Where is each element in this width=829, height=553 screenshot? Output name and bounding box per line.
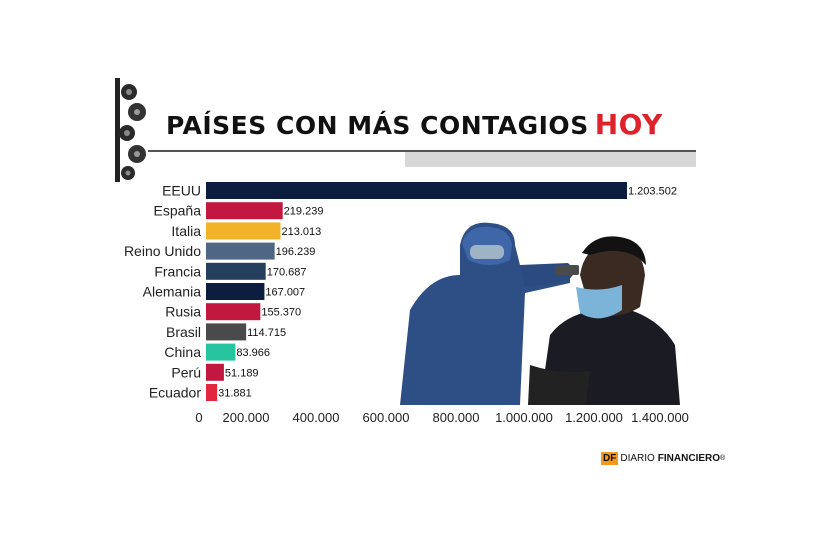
x-tick-label: 800.000 (433, 410, 480, 425)
bar-españa (206, 202, 283, 220)
x-tick-label: 1.200.000 (565, 410, 623, 425)
category-label: Reino Unido (124, 243, 201, 259)
category-label: España (154, 203, 202, 219)
value-label: 196.239 (276, 246, 316, 258)
value-label: 167.007 (265, 287, 305, 299)
logo-word-financiero: FINANCIERO (657, 453, 721, 464)
category-label: Francia (154, 263, 201, 279)
value-label: 31.881 (218, 388, 252, 400)
bar-alemania (206, 283, 265, 300)
x-tick-label: 400.000 (293, 410, 340, 425)
value-label: 83.966 (236, 347, 270, 359)
category-label: Italia (171, 223, 201, 239)
bar-china (206, 343, 236, 361)
title-underline-bar (405, 152, 696, 167)
diario-financiero-logo: DF DIARIO FINANCIERO ® (601, 452, 725, 465)
bar-ecuador (206, 384, 218, 401)
x-tick-label: 200.000 (223, 410, 270, 425)
category-label: Perú (171, 364, 201, 380)
category-label: Brasil (166, 324, 201, 340)
value-label: 213.013 (282, 226, 322, 238)
category-label: Ecuador (149, 385, 201, 401)
bar-rusia (206, 303, 261, 321)
x-tick-label: 0 (195, 410, 202, 425)
virus-decoration-icon (115, 78, 146, 182)
x-tick-label: 1.000.000 (495, 410, 553, 425)
category-label: China (164, 344, 201, 360)
value-label: 219.239 (284, 206, 324, 218)
bar-italia (206, 222, 281, 240)
logo-registered-mark: ® (720, 455, 726, 462)
category-label: EEUU (162, 183, 201, 199)
bar-reino-unido (206, 242, 275, 260)
chart-title-main: PAÍSES CON MÁS CONTAGIOS (166, 111, 589, 140)
bar-eeuu (206, 182, 627, 199)
chart-title-highlight: HOY (594, 108, 663, 141)
chart-title: PAÍSES CON MÁS CONTAGIOS HOY (166, 108, 663, 141)
logo-word-diario: DIARIO (620, 453, 655, 464)
category-label: Alemania (143, 284, 202, 300)
value-label: 155.370 (261, 307, 301, 319)
x-tick-label: 1.400.000 (631, 410, 689, 425)
title-divider (148, 150, 696, 152)
value-label: 114.715 (247, 327, 286, 339)
bar-francia (206, 262, 266, 280)
value-label: 1.203.502 (628, 186, 677, 198)
bar-brasil (206, 323, 247, 341)
x-tick-label: 600.000 (363, 410, 410, 425)
value-label: 51.189 (225, 367, 259, 379)
temperature-check-photo (400, 222, 680, 405)
value-label: 170.687 (267, 266, 307, 278)
bar-perú (206, 363, 224, 381)
logo-badge: DF (601, 452, 619, 465)
category-label: Rusia (165, 304, 201, 320)
